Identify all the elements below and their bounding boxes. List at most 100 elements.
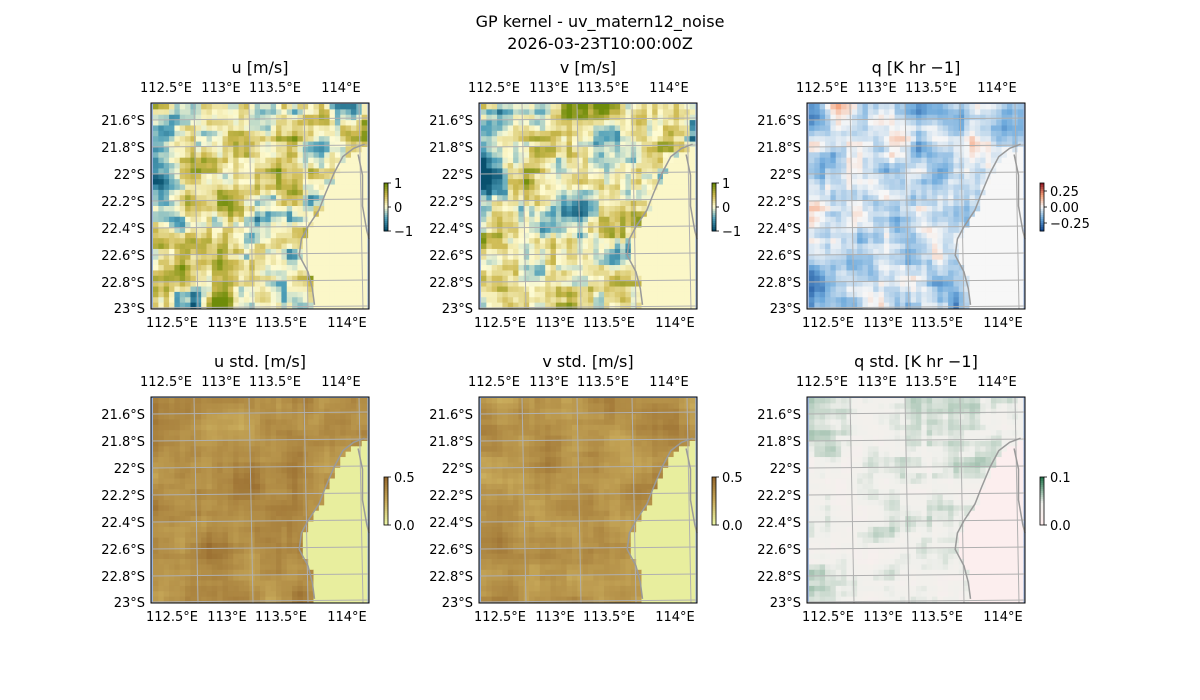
heatmap-cell xyxy=(905,125,912,132)
heatmap-cell xyxy=(819,184,826,191)
heatmap-cell xyxy=(507,216,514,223)
heatmap-cell xyxy=(502,281,509,287)
heatmap-cell xyxy=(308,419,314,426)
heatmap-cell xyxy=(550,275,557,282)
heatmap-cell xyxy=(932,141,938,148)
heatmap-cell xyxy=(324,173,330,180)
heatmap-cell xyxy=(625,179,632,185)
heatmap-cell xyxy=(889,104,895,110)
heatmap-cell xyxy=(555,163,562,169)
heatmap-cell xyxy=(851,286,858,293)
heatmap-cell xyxy=(345,136,352,142)
heatmap-cell xyxy=(809,286,815,293)
heatmap-cell xyxy=(582,168,589,175)
heatmap-cell xyxy=(502,302,509,309)
heatmap-cell xyxy=(609,243,616,250)
heatmap-cell xyxy=(566,146,573,153)
heatmap-cell xyxy=(329,216,336,223)
heatmap-cell xyxy=(195,184,202,191)
heatmap-cell xyxy=(185,222,191,228)
heatmap-cell xyxy=(969,125,976,132)
heatmap-cell xyxy=(814,232,821,239)
heatmap-cell xyxy=(313,195,320,202)
heatmap-cell xyxy=(523,302,530,309)
heatmap-cell xyxy=(609,136,616,142)
heatmap-cell xyxy=(937,163,944,169)
heatmap-cell xyxy=(361,232,368,239)
heatmap-cell xyxy=(846,168,853,175)
heatmap-cell xyxy=(158,125,165,132)
heatmap-cell xyxy=(550,302,557,309)
heatmap-cell xyxy=(996,243,1002,250)
heatmap-cell xyxy=(238,403,245,410)
heatmap-cell xyxy=(513,281,519,287)
heatmap-cell xyxy=(894,286,901,293)
heatmap-cell xyxy=(588,130,594,137)
heatmap-cell xyxy=(948,189,954,196)
heatmap-cell xyxy=(593,286,600,293)
heatmap-cell xyxy=(689,254,696,261)
heatmap-cell xyxy=(486,254,493,261)
heatmap-cell xyxy=(513,120,519,126)
heatmap-cell xyxy=(910,270,917,277)
heatmap-cell xyxy=(851,114,858,121)
heatmap-cell xyxy=(894,206,901,212)
heatmap-cell xyxy=(668,281,674,287)
heatmap-cell xyxy=(270,152,277,159)
heatmap-cell xyxy=(260,157,266,164)
heatmap-cell xyxy=(846,114,853,121)
heatmap-cell xyxy=(835,136,842,142)
heatmap-cell xyxy=(894,163,901,169)
heatmap-cell xyxy=(185,270,191,277)
heatmap-cell xyxy=(276,222,282,228)
heatmap-cell xyxy=(329,248,336,255)
heatmap-cell xyxy=(899,189,906,196)
heatmap-cell xyxy=(238,291,245,298)
heatmap-cell xyxy=(292,297,298,304)
heatmap-cell xyxy=(878,248,885,255)
heatmap-cell xyxy=(286,163,293,169)
heatmap-cell xyxy=(609,114,616,121)
heatmap-cell xyxy=(916,286,922,293)
heatmap-cell xyxy=(630,232,637,239)
heatmap-cell xyxy=(582,125,589,132)
heatmap-cell xyxy=(254,238,261,244)
heatmap-cell xyxy=(857,259,863,266)
heatmap-cell xyxy=(1001,168,1008,175)
heatmap-cell xyxy=(1001,114,1008,121)
heatmap-cell xyxy=(814,222,821,228)
heatmap-cell xyxy=(894,232,901,239)
heatmap-cell xyxy=(281,419,288,426)
heatmap-cell xyxy=(491,146,498,153)
colorbar-segment xyxy=(1040,189,1044,192)
heatmap-cell xyxy=(491,141,498,148)
heatmap-cell xyxy=(910,211,917,218)
heatmap-cell xyxy=(916,200,922,207)
heatmap-cell xyxy=(830,216,837,223)
heatmap-cell xyxy=(857,195,863,202)
heatmap-cell xyxy=(334,141,341,148)
heatmap-cell xyxy=(265,291,272,298)
heatmap-cell xyxy=(841,146,847,153)
heatmap-cell xyxy=(609,109,616,116)
heatmap-cell xyxy=(534,173,541,180)
heatmap-cell xyxy=(286,195,293,202)
heatmap-cell xyxy=(297,286,304,293)
heatmap-cell xyxy=(318,179,325,185)
heatmap-cell xyxy=(281,141,288,148)
heatmap-cell xyxy=(673,243,680,250)
heatmap-cell xyxy=(334,297,341,304)
heatmap-cell xyxy=(222,173,229,180)
heatmap-cell xyxy=(974,157,981,164)
heatmap-cell xyxy=(673,157,680,164)
heatmap-cell xyxy=(862,281,869,287)
colorbar-segment xyxy=(712,191,716,194)
heatmap-cell xyxy=(211,248,218,255)
heatmap-cell xyxy=(620,206,626,212)
heatmap-cell xyxy=(996,259,1002,266)
heatmap-cell xyxy=(620,211,626,218)
heatmap-cell xyxy=(201,184,207,191)
heatmap-cell xyxy=(630,216,637,223)
heatmap-cell xyxy=(329,114,336,121)
heatmap-cell xyxy=(609,157,616,164)
